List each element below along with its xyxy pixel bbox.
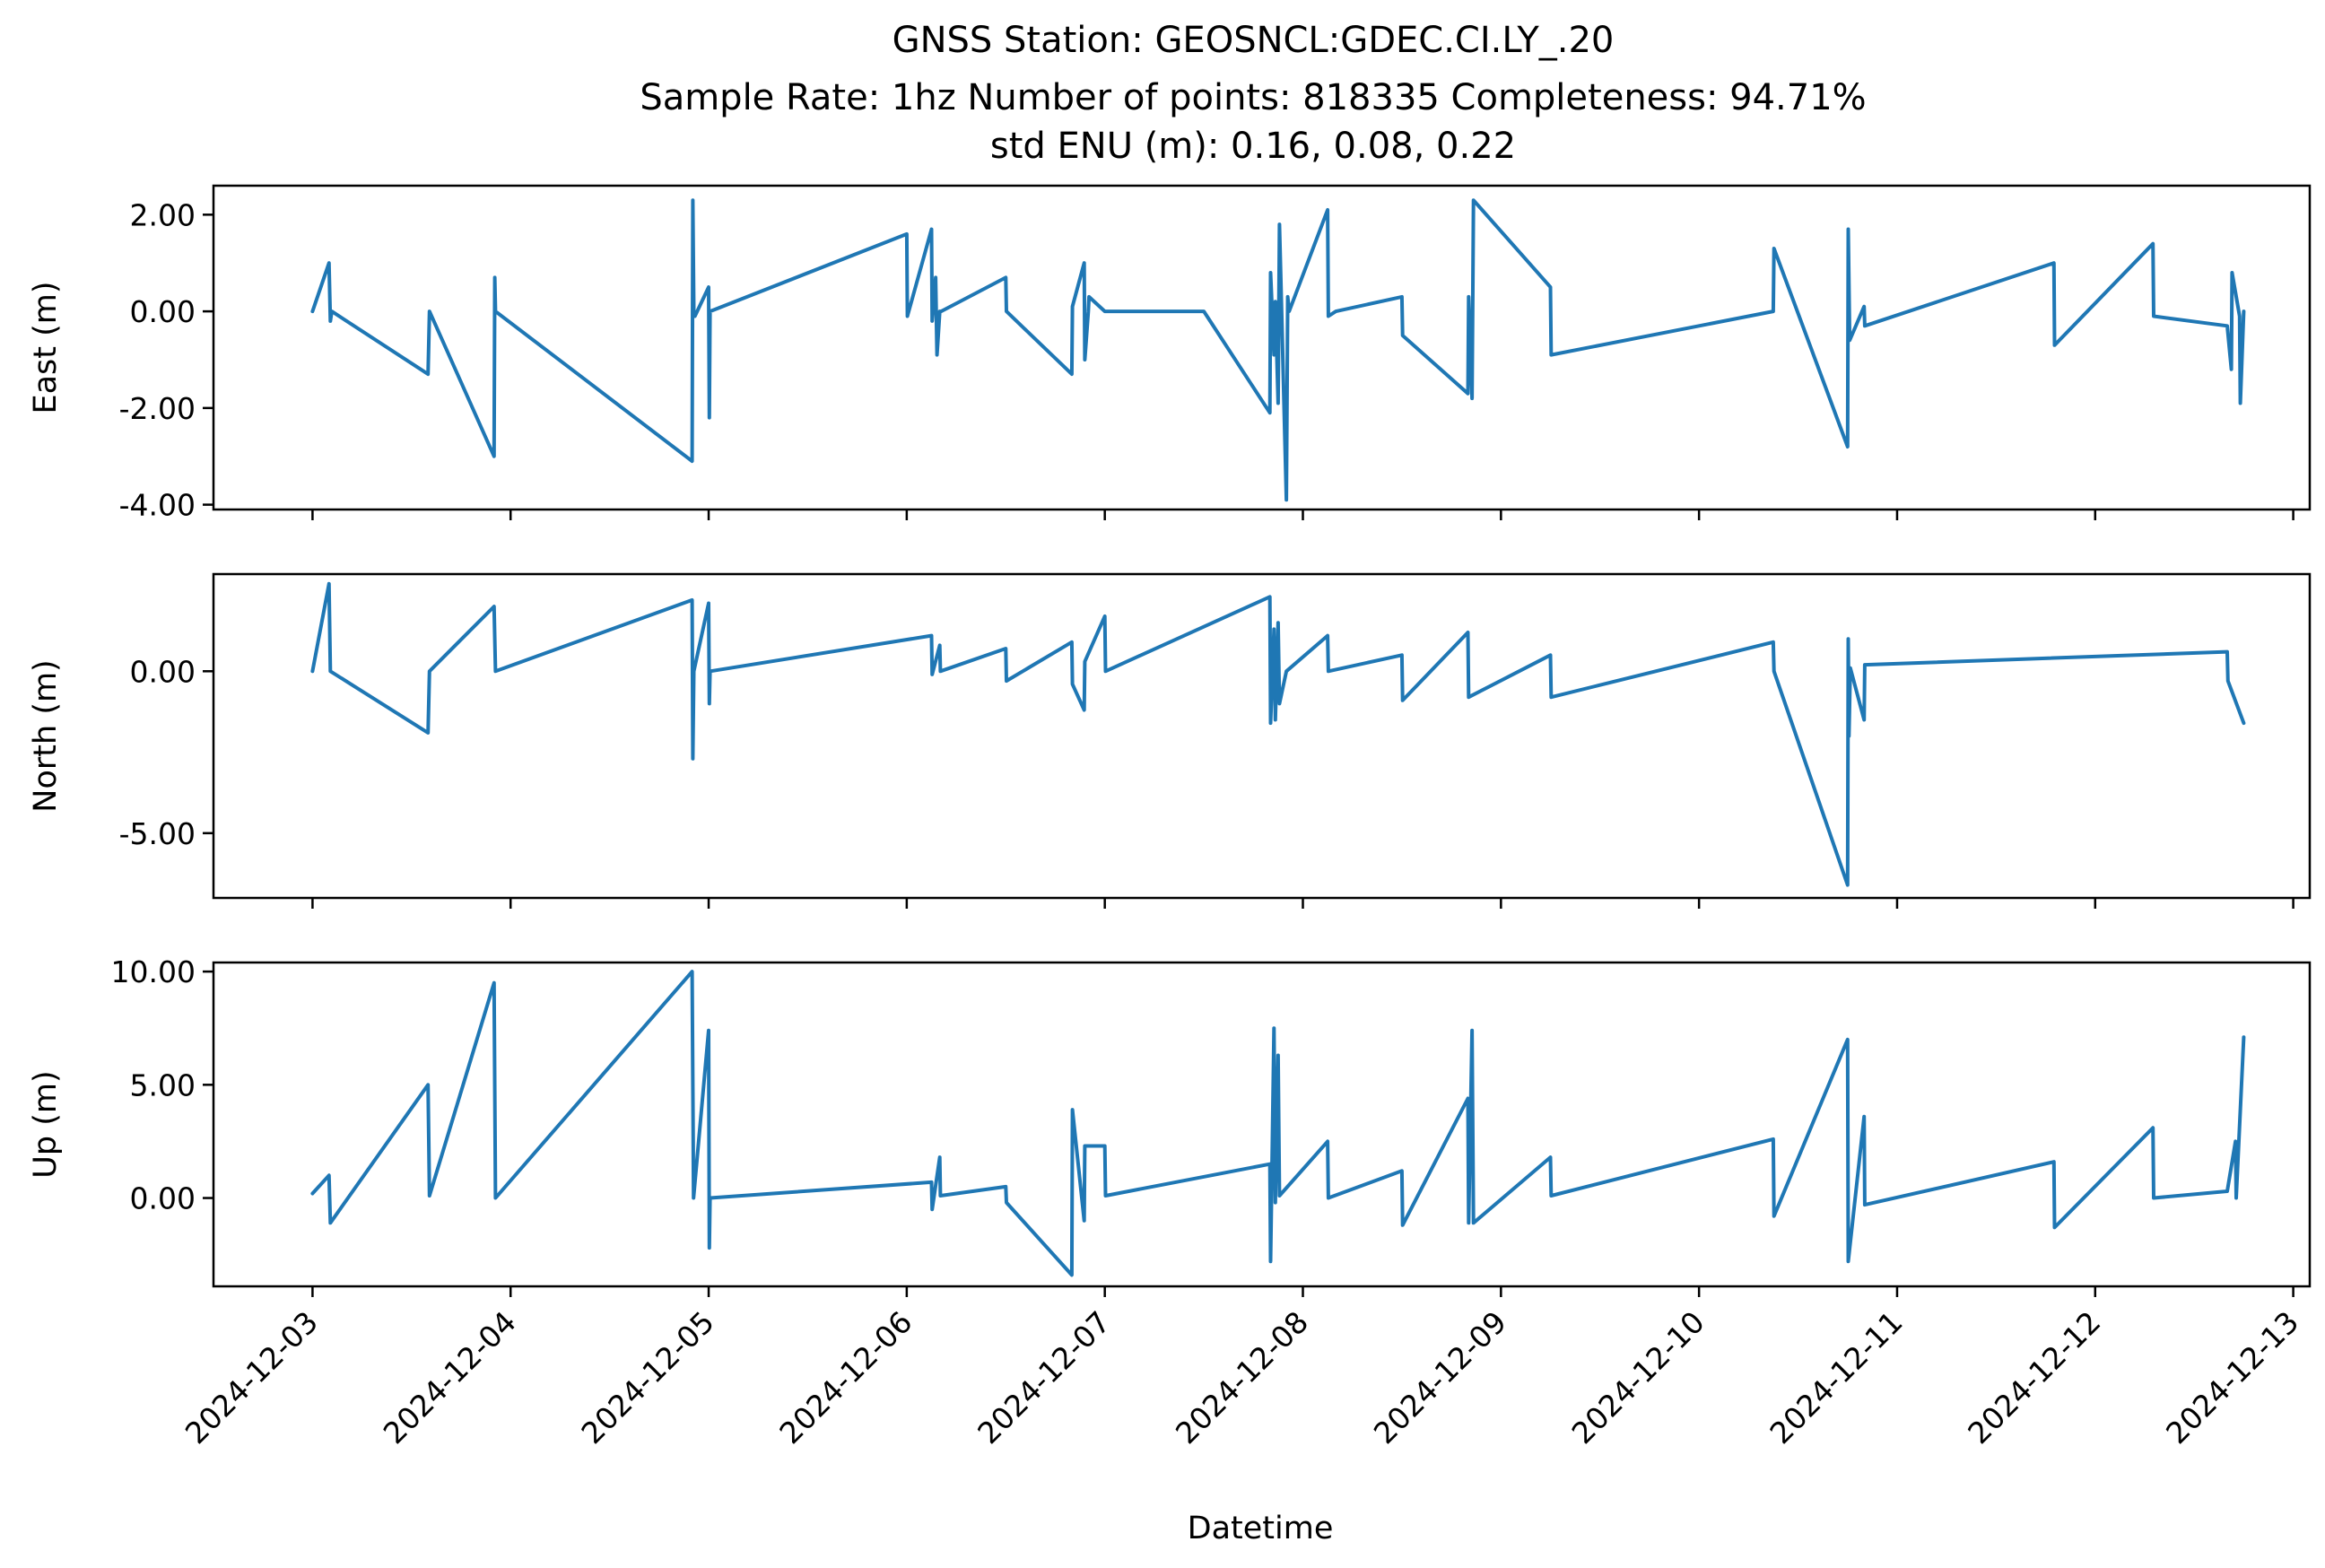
x-tick-label: 2024-12-03 [179, 1304, 325, 1450]
axes-frame-1 [212, 572, 2312, 900]
title-line-1: GNSS Station: GEOSNCL:GDEC.CI.LY_.20 [893, 20, 1615, 61]
x-tick-label: 2024-12-05 [575, 1304, 721, 1450]
x-tick-label: 2024-12-12 [1961, 1304, 2107, 1450]
y-tick-label: -2.00 [119, 391, 196, 426]
y-axis-label: Up (m) [28, 1070, 64, 1178]
series-line-2 [310, 970, 2246, 1277]
east-panel: 2.00 0.00 -2.00 -4.00 East (m) [28, 184, 2312, 523]
series-line-0 [310, 198, 2246, 502]
series-line-1 [310, 581, 2246, 887]
y-tick-label: 10.00 [111, 954, 196, 989]
x-tick-label: 2024-12-07 [971, 1304, 1117, 1450]
y-tick-label: -5.00 [119, 816, 196, 851]
title-line-3: std ENU (m): 0.16, 0.08, 0.22 [990, 126, 1516, 167]
north-panel: 0.00 -5.00 North (m) [28, 572, 2312, 909]
up-panel: 10.00 5.00 0.00 Up (m) [28, 954, 2312, 1297]
y-tick-label: 0.00 [130, 654, 196, 689]
x-tick-label: 2024-12-09 [1367, 1304, 1513, 1450]
y-axis-label: North (m) [28, 659, 64, 812]
x-tick-label: 2024-12-08 [1169, 1304, 1315, 1450]
y-tick-label: 5.00 [130, 1067, 196, 1102]
x-tick-label: 2024-12-10 [1565, 1304, 1711, 1450]
x-axis-label: Datetime [1188, 1511, 1334, 1546]
x-axis-ticks: 2024-12-03 2024-12-04 2024-12-05 2024-12-06… [179, 1304, 2305, 1450]
y-tick-label: -4.00 [119, 488, 196, 523]
y-tick-label: 0.00 [130, 1181, 196, 1216]
y-tick-label: 0.00 [130, 294, 196, 329]
axes-frame-2 [212, 961, 2312, 1288]
figure-title: GNSS Station: GEOSNCL:GDEC.CI.LY_.20 Sam… [640, 20, 1866, 167]
axes-frame-0 [212, 184, 2312, 511]
y-tick-label: 2.00 [130, 197, 196, 232]
title-line-2: Sample Rate: 1hz Number of points: 81833… [640, 77, 1866, 118]
x-tick-label: 2024-12-06 [772, 1304, 919, 1450]
x-tick-label: 2024-12-11 [1763, 1304, 1909, 1450]
x-tick-label: 2024-12-13 [2159, 1304, 2305, 1450]
y-axis-label: East (m) [28, 281, 64, 414]
x-tick-label: 2024-12-04 [377, 1304, 523, 1450]
